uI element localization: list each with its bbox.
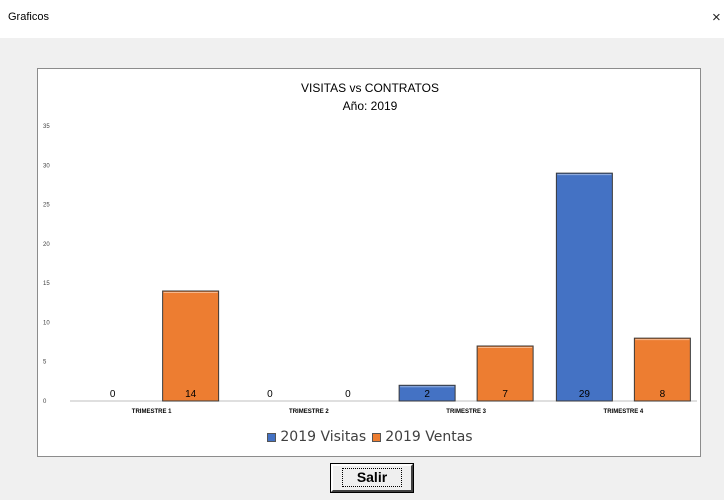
data-label: 0 (110, 389, 116, 400)
salir-button[interactable]: Salir (330, 463, 414, 493)
x-tick-label: TRIMESTRE 4 (604, 409, 644, 415)
bar-ventas (476, 345, 534, 402)
y-tick-label: 25 (43, 203, 50, 209)
bar-ventas (633, 337, 691, 402)
legend-swatch-visitas (267, 432, 277, 442)
close-icon[interactable]: × (712, 9, 721, 26)
data-label: 29 (579, 389, 591, 400)
title-bar: Graficos × (0, 0, 724, 38)
data-label: 0 (345, 389, 351, 400)
bar-visitas (555, 172, 613, 402)
salir-button-label: Salir (341, 468, 403, 487)
y-tick-label: 30 (43, 163, 50, 169)
bar-visitas (398, 384, 456, 402)
window-title: Graficos (8, 11, 49, 23)
y-tick-label: 5 (43, 360, 47, 366)
chart-title: VISITAS vs CONTRATOS (300, 81, 440, 95)
chart-subtitle: Año: 2019 (342, 99, 398, 113)
y-tick-label: 10 (43, 320, 50, 326)
x-tick-label: TRIMESTRE 1 (132, 409, 172, 415)
legend-item-visitas: 2019 Visitas (267, 429, 366, 445)
y-tick-label: 0 (43, 399, 47, 405)
data-label: 8 (660, 389, 666, 400)
data-label: 7 (502, 389, 508, 400)
x-tick-label: TRIMESTRE 2 (289, 409, 329, 415)
data-label: 14 (185, 389, 197, 400)
legend-label-ventas: 2019 Ventas (385, 429, 473, 445)
x-tick-label: TRIMESTRE 3 (446, 409, 486, 415)
chart-legend: 2019 Visitas 2019 Ventas (38, 429, 702, 445)
legend-label-visitas: 2019 Visitas (280, 429, 367, 445)
y-tick-label: 20 (43, 242, 50, 248)
data-label: 2 (424, 389, 430, 400)
legend-swatch-ventas (372, 432, 382, 442)
bar-ventas (162, 290, 220, 402)
legend-item-ventas: 2019 Ventas (372, 429, 473, 445)
y-tick-label: 15 (43, 281, 50, 287)
y-tick-label: 35 (43, 124, 50, 130)
data-label: 0 (267, 389, 273, 400)
chart-frame: 0 5 10 15 20 25 30 35 TRIMESTRE 1 TRIMESTRE 2 TRIM… (37, 68, 701, 457)
